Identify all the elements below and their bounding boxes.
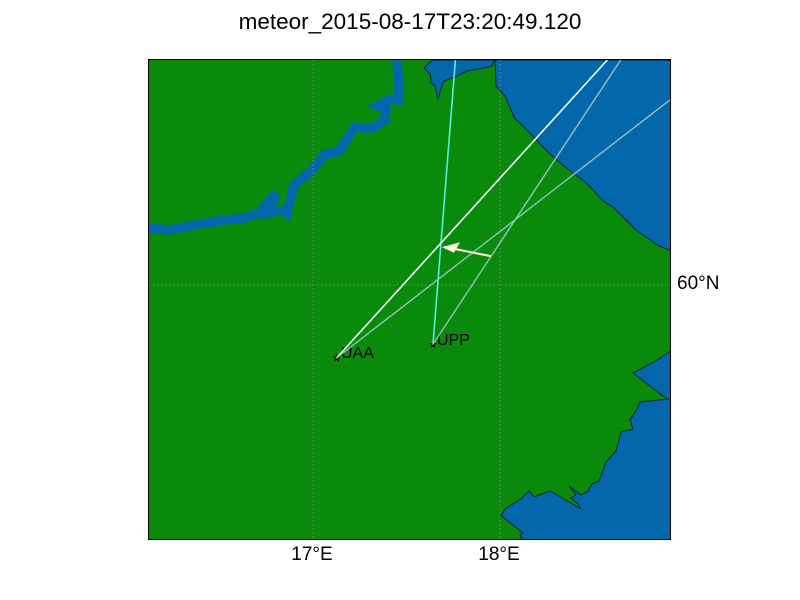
svg-text:UPP: UPP (437, 332, 470, 349)
